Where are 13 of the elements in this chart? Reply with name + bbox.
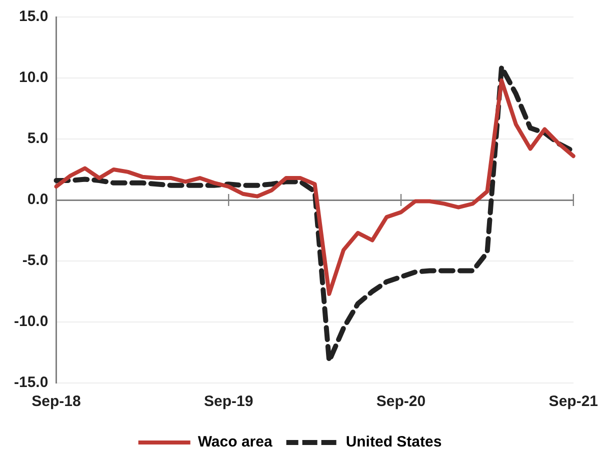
y-tick-label: 5.0 <box>27 130 48 148</box>
x-tick-label: Sep-18 <box>32 393 81 410</box>
legend-label: United States <box>346 434 442 451</box>
y-tick-label: 0.0 <box>27 191 48 208</box>
y-tick-label: -5.0 <box>22 252 48 270</box>
legend-label: Waco area <box>198 434 273 451</box>
y-tick-label: -10.0 <box>14 313 48 330</box>
y-tick-label: 15.0 <box>18 8 48 26</box>
y-tick-label: 10.0 <box>18 69 48 86</box>
x-tick-label: Sep-19 <box>204 393 254 410</box>
y-tick-label: -15.0 <box>14 374 48 392</box>
x-tick-label: Sep-21 <box>548 393 598 410</box>
x-tick-label: Sep-20 <box>376 393 426 410</box>
